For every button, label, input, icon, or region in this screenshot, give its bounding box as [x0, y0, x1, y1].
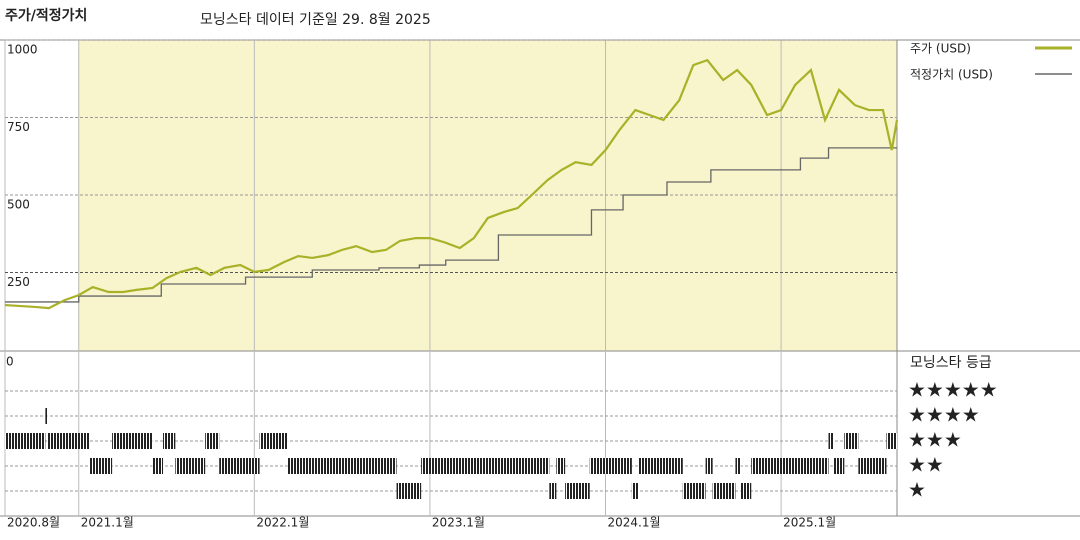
- rating-bar: [638, 458, 683, 474]
- rating-level-label: ★★: [908, 453, 944, 477]
- rating-bar: [833, 458, 845, 474]
- y-tick-label: 250: [7, 275, 30, 289]
- rating-bar: [45, 408, 48, 424]
- rating-bar: [163, 433, 176, 449]
- rating-bar: [47, 433, 90, 449]
- rating-bar: [828, 433, 834, 449]
- rating-bar: [589, 458, 632, 474]
- y-tick-label: 750: [7, 120, 30, 134]
- rating-level-label: ★★★★: [908, 403, 980, 427]
- rating-bar: [886, 433, 897, 449]
- rating-bar: [735, 458, 741, 474]
- rating-level-label: ★★★: [908, 428, 962, 452]
- rating-bar: [565, 483, 590, 499]
- legend-label: 주가 (USD): [910, 42, 971, 56]
- rating-bar: [287, 458, 397, 474]
- x-tick-label: 2022.1월: [256, 516, 309, 530]
- rating-bar: [712, 483, 736, 499]
- x-tick-label: 2020.8월: [7, 516, 60, 530]
- rating-level-label: ★: [908, 478, 926, 502]
- rating-bar: [5, 433, 46, 449]
- rating-title: 모닝스타 등급: [910, 355, 992, 371]
- rating-bar: [705, 458, 713, 474]
- rating-bar: [682, 483, 706, 499]
- rating-bar: [219, 458, 260, 474]
- chart-title: 주가/적정가치: [5, 7, 87, 24]
- rating-axis-label: 0: [6, 355, 14, 369]
- rating-bar: [89, 458, 113, 474]
- rating-bar: [556, 458, 566, 474]
- rating-bar: [421, 458, 550, 474]
- x-tick-label: 2024.1월: [608, 516, 661, 530]
- rating-bar: [205, 433, 220, 449]
- rating-bar: [396, 483, 422, 499]
- series-line: [5, 147, 897, 303]
- rating-bar: [259, 433, 288, 449]
- y-tick-label: 500: [7, 198, 30, 212]
- rating-bar: [112, 433, 153, 449]
- rating-bar: [175, 458, 206, 474]
- chart-subtitle: 모닝스타 데이터 기준일 29. 8월 2025: [200, 12, 431, 28]
- legend-label: 적정가치 (USD): [910, 68, 993, 82]
- x-tick-label: 2021.1월: [81, 516, 134, 530]
- rating-bar: [844, 433, 859, 449]
- rating-bar: [740, 483, 752, 499]
- y-tick-label: 1000: [7, 43, 38, 57]
- rating-bar: [631, 483, 639, 499]
- rating-bar: [858, 458, 887, 474]
- series-line: [4, 58, 899, 310]
- rating-bar: [751, 458, 829, 474]
- rating-bar: [549, 483, 557, 499]
- rating-bar: [152, 458, 164, 474]
- rating-level-label: ★★★★★: [908, 378, 998, 402]
- x-tick-label: 2025.1월: [783, 516, 836, 530]
- x-tick-label: 2023.1월: [432, 516, 485, 530]
